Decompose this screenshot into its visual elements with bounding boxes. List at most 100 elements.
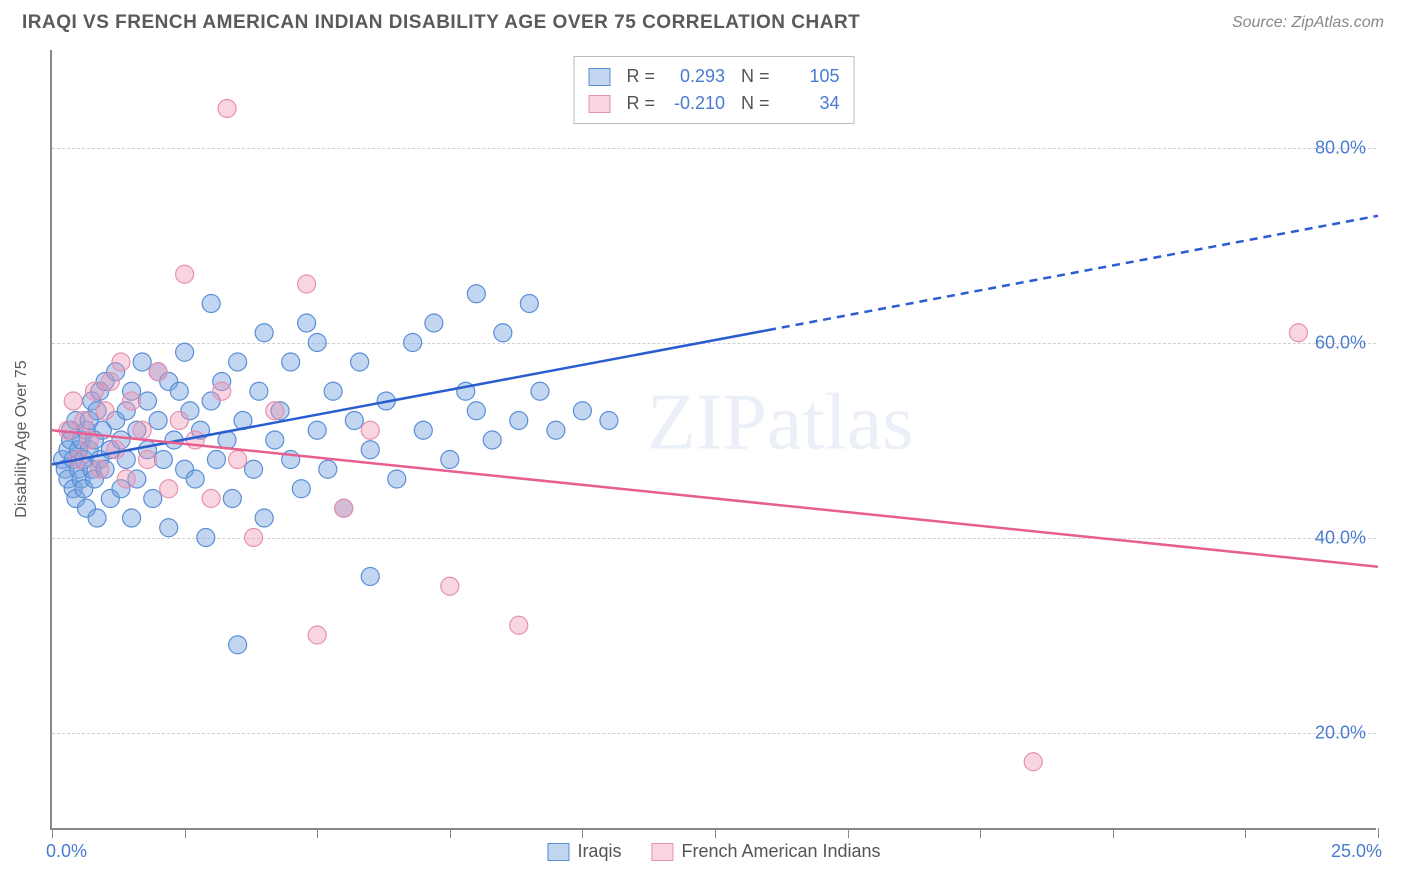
data-point xyxy=(308,421,326,439)
x-tick xyxy=(450,828,451,838)
n-value-1: 34 xyxy=(780,90,840,117)
data-point xyxy=(292,480,310,498)
data-point xyxy=(107,441,125,459)
plot-area: Disability Age Over 75 20.0%40.0%60.0%80… xyxy=(50,50,1376,830)
data-point xyxy=(133,353,151,371)
data-point xyxy=(308,626,326,644)
swatch-series-1 xyxy=(588,95,610,113)
data-point xyxy=(250,382,268,400)
x-tick xyxy=(185,828,186,838)
x-tick xyxy=(1113,828,1114,838)
legend-label-1: French American Indians xyxy=(681,841,880,862)
data-point xyxy=(112,353,130,371)
data-point xyxy=(101,373,119,391)
data-point xyxy=(170,412,188,430)
x-tick xyxy=(317,828,318,838)
data-point xyxy=(160,519,178,537)
data-point xyxy=(154,451,172,469)
r-value-1: -0.210 xyxy=(665,90,725,117)
legend-stats-row-1: R = -0.210 N = 34 xyxy=(588,90,839,117)
data-point xyxy=(388,470,406,488)
data-point xyxy=(483,431,501,449)
data-point xyxy=(266,431,284,449)
data-point xyxy=(144,490,162,508)
data-point xyxy=(1024,753,1042,771)
data-point xyxy=(96,402,114,420)
data-point xyxy=(441,451,459,469)
data-point xyxy=(207,451,225,469)
n-label: N = xyxy=(741,90,770,117)
data-point xyxy=(255,509,273,527)
data-point xyxy=(467,285,485,303)
data-point xyxy=(361,568,379,586)
n-label: N = xyxy=(741,63,770,90)
data-point xyxy=(298,275,316,293)
chart-source: Source: ZipAtlas.com xyxy=(1232,14,1384,32)
data-point xyxy=(170,382,188,400)
data-point xyxy=(160,480,178,498)
legend-label-0: Iraqis xyxy=(577,841,621,862)
data-point xyxy=(600,412,618,430)
data-point xyxy=(213,382,231,400)
legend-item-1: French American Indians xyxy=(651,841,880,862)
data-point xyxy=(133,421,151,439)
data-point xyxy=(282,353,300,371)
legend-stats: R = 0.293 N = 105 R = -0.210 N = 34 xyxy=(573,56,854,124)
data-point xyxy=(441,577,459,595)
legend-item-0: Iraqis xyxy=(547,841,621,862)
swatch-series-0 xyxy=(588,68,610,86)
r-label: R = xyxy=(626,90,655,117)
data-point xyxy=(255,324,273,342)
data-point xyxy=(202,490,220,508)
x-tick xyxy=(52,828,53,838)
x-tick xyxy=(848,828,849,838)
data-point xyxy=(298,314,316,332)
data-point xyxy=(202,295,220,313)
data-point xyxy=(324,382,342,400)
x-tick xyxy=(1378,828,1379,838)
n-value-0: 105 xyxy=(780,63,840,90)
data-point xyxy=(218,100,236,118)
data-point xyxy=(88,509,106,527)
data-point xyxy=(149,363,167,381)
x-axis-label-min: 0.0% xyxy=(46,841,87,862)
legend-stats-row-0: R = 0.293 N = 105 xyxy=(588,63,839,90)
data-point xyxy=(197,529,215,547)
data-point xyxy=(245,529,263,547)
chart-container: IRAQI VS FRENCH AMERICAN INDIAN DISABILI… xyxy=(0,0,1406,892)
data-point xyxy=(1289,324,1307,342)
data-point xyxy=(229,353,247,371)
data-point xyxy=(510,616,528,634)
y-axis-title: Disability Age Over 75 xyxy=(13,360,31,517)
data-point xyxy=(404,334,422,352)
data-point xyxy=(186,470,204,488)
data-point xyxy=(425,314,443,332)
data-point xyxy=(176,265,194,283)
data-point xyxy=(138,451,156,469)
legend-swatch-0 xyxy=(547,843,569,861)
data-point xyxy=(138,392,156,410)
data-point xyxy=(223,490,241,508)
data-point xyxy=(494,324,512,342)
data-point xyxy=(319,460,337,478)
x-tick xyxy=(715,828,716,838)
data-point xyxy=(75,412,93,430)
chart-svg xyxy=(52,50,1376,828)
data-point xyxy=(510,412,528,430)
data-point xyxy=(335,499,353,517)
x-tick xyxy=(582,828,583,838)
r-value-0: 0.293 xyxy=(665,63,725,90)
data-point xyxy=(229,636,247,654)
data-point xyxy=(149,412,167,430)
data-point xyxy=(85,382,103,400)
data-point xyxy=(266,402,284,420)
chart-title: IRAQI VS FRENCH AMERICAN INDIAN DISABILI… xyxy=(22,12,860,34)
data-point xyxy=(176,343,194,361)
data-point xyxy=(351,353,369,371)
data-point xyxy=(123,509,141,527)
data-point xyxy=(117,470,135,488)
data-point xyxy=(547,421,565,439)
data-point xyxy=(308,334,326,352)
data-point xyxy=(64,392,82,410)
data-point xyxy=(573,402,591,420)
